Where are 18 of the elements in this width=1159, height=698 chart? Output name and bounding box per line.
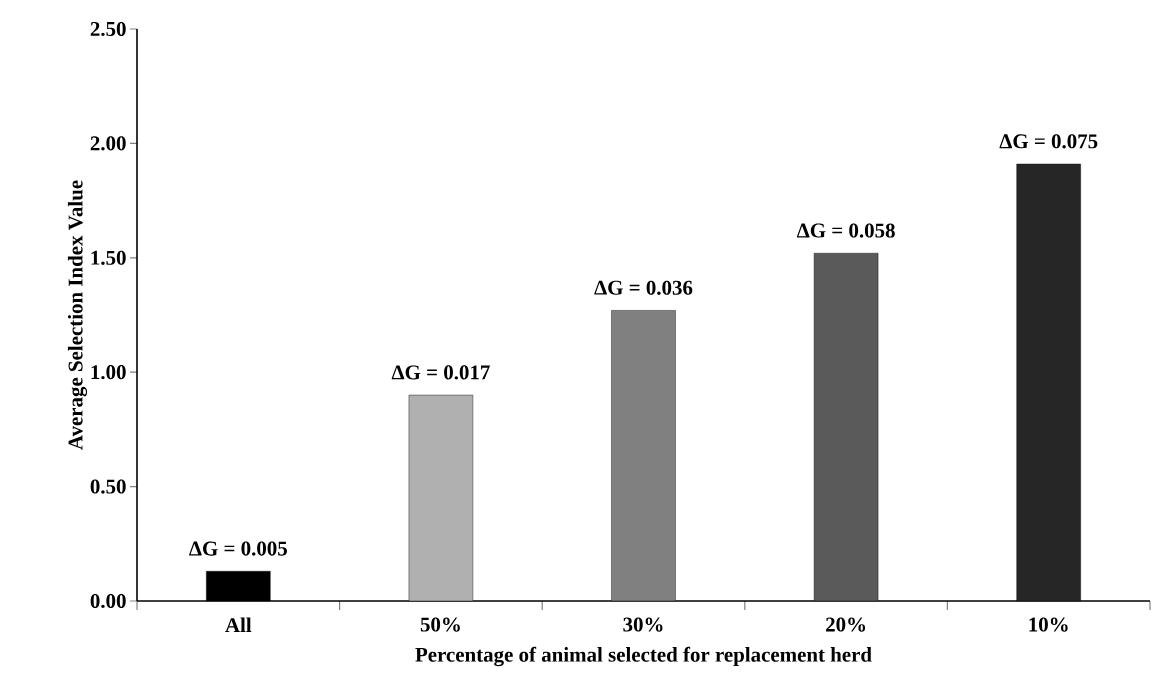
y-tick-label: 0.00 <box>90 593 126 609</box>
x-tick-label: 10% <box>1029 617 1068 632</box>
x-tick-label: 30% <box>623 617 663 632</box>
x-tick-label: 20% <box>826 617 866 632</box>
annotation: ΔG = 0.017 <box>391 365 490 380</box>
y-tick-label: 2.00 <box>90 136 126 151</box>
annotation: ΔG = 0.058 <box>796 223 895 238</box>
annotation: ΔG = 0.036 <box>594 280 693 295</box>
y-axis-title: Average Selection Index Value <box>67 180 88 450</box>
y-tick-label: 1.50 <box>91 250 126 265</box>
x-tick-label: 50% <box>420 617 460 632</box>
x-axis-title: Percentage of animal selected for replacement herd <box>415 646 872 667</box>
x-tick-label: All <box>225 617 252 633</box>
annotation: ΔG = 0.075 <box>999 134 1098 149</box>
y-tick-label: 1.00 <box>91 365 126 380</box>
y-tick-label: 2.50 <box>90 21 126 37</box>
annotation: ΔG = 0.005 <box>189 541 287 556</box>
y-tick-label: 0.50 <box>90 479 126 494</box>
